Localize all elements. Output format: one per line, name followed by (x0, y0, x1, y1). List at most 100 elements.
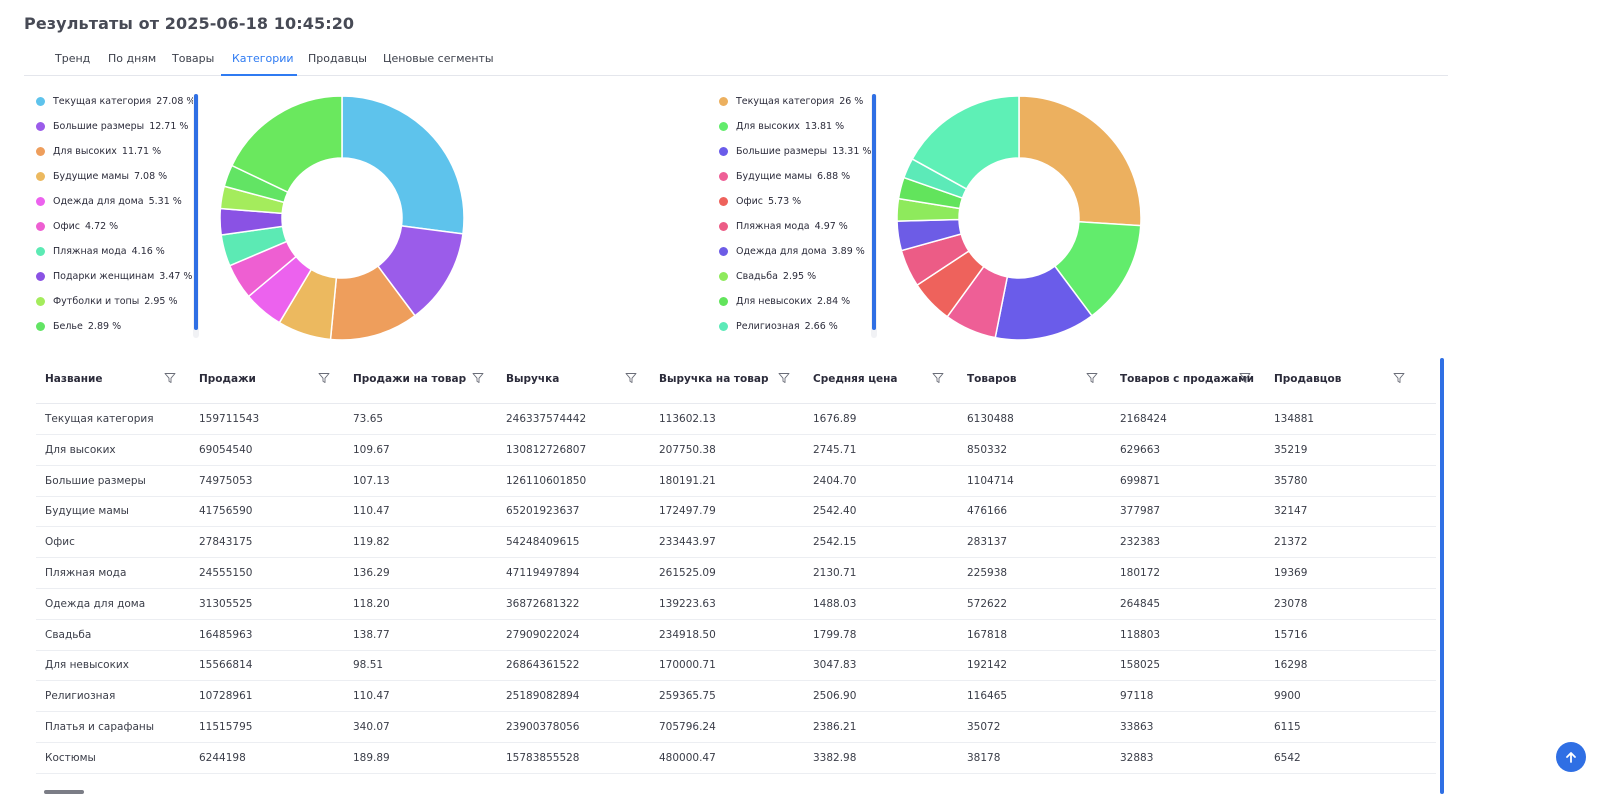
table-cell: 1488.03 (813, 597, 857, 610)
table-row[interactable]: Большие размеры 74975053 107.13 12611060185… (36, 466, 1436, 497)
legend-item[interactable]: Текущая категория 26 % (719, 94, 863, 108)
legend-scrollbar-thumb[interactable] (194, 94, 198, 330)
table-row[interactable]: Будущие мамы 41756590 110.47 65201923637 172… (36, 496, 1436, 528)
table-cell: 136.29 (353, 567, 390, 579)
chart-2-legend: Текущая категория 26 % Для высоких 13.81 % Б… (719, 94, 891, 334)
table-cell: 2506.90 (813, 690, 857, 703)
table-cell: 15716 (1274, 628, 1308, 641)
table-cell: Костюмы (45, 751, 96, 764)
filter-icon[interactable] (1393, 372, 1405, 384)
tab-bar: Тренд По дням Товары Категории Продавцы Ценов… (24, 48, 1448, 76)
table-cell: 69054540 (199, 443, 253, 456)
donut-slice[interactable] (1018, 95, 1142, 227)
categories-table: Название Продажи Продажи на товар Выручка Вы… (36, 360, 1436, 792)
legend-color-dot (719, 321, 728, 331)
legend-color-dot (36, 221, 45, 231)
column-header[interactable]: Продажи (199, 373, 256, 385)
legend-item[interactable]: Будущие мамы 6.88 % (719, 169, 850, 183)
tab-2[interactable]: По дням (108, 52, 157, 65)
table-row[interactable]: Текущая категория 159711543 73.65 246337574… (36, 404, 1436, 435)
filter-icon[interactable] (625, 372, 637, 384)
legend-item[interactable]: Пляжная мода 4.16 % (36, 244, 165, 258)
column-header[interactable]: Выручка (506, 373, 560, 385)
filter-icon[interactable] (1086, 372, 1098, 384)
table-row[interactable]: Костюмы 6244198 189.89 15783855528 480000.47… (36, 743, 1436, 774)
table-row[interactable]: Свадьба 16485963 138.77 27909022024 234918.5… (36, 620, 1436, 651)
table-vertical-scrollbar[interactable] (1440, 358, 1444, 794)
table-cell: 130812726807 (506, 443, 587, 456)
legend-item[interactable]: Большие размеры 13.31 % (719, 144, 871, 158)
legend-item[interactable]: Будущие мамы 7.08 % (36, 169, 167, 183)
legend-item[interactable]: Для невысоких 2.84 % (719, 294, 850, 308)
legend-item[interactable]: Для высоких 13.81 % (719, 119, 844, 133)
donut-slice[interactable] (230, 95, 343, 194)
table-row[interactable]: Одежда для дома 31305525 118.20 36872681322… (36, 589, 1436, 620)
column-header[interactable]: Название (45, 373, 103, 385)
table-row[interactable]: Для высоких 69054540 109.67 130812726807 207… (36, 435, 1436, 466)
table-cell: 6115 (1274, 721, 1301, 733)
table-cell: 232383 (1120, 536, 1161, 549)
legend-item[interactable]: Белье 2.89 % (36, 319, 121, 333)
table-row[interactable]: Пляжная мода 24555150 136.29 47119497894 261… (36, 558, 1436, 589)
filter-icon[interactable] (318, 372, 330, 384)
table-cell: 27909022024 (506, 628, 580, 641)
arrow-up-icon (1566, 752, 1576, 763)
chart-2-donut (896, 95, 1142, 341)
table-cell: 74975053 (199, 474, 253, 487)
legend-label: Одежда для дома (736, 245, 827, 257)
table-row[interactable]: Для невысоких 15566814 98.51 26864361522 170… (36, 650, 1436, 682)
tab-4[interactable]: Категории (232, 52, 294, 65)
legend-item[interactable]: Для высоких 11.71 % (36, 144, 161, 158)
table-cell: 36872681322 (506, 597, 580, 610)
filter-icon[interactable] (778, 372, 790, 384)
filter-icon[interactable] (164, 372, 176, 384)
table-cell: 118.20 (353, 597, 390, 610)
filter-icon[interactable] (1239, 372, 1251, 384)
column-header[interactable]: Продавцов (1274, 373, 1342, 385)
legend-item[interactable]: Одежда для дома 5.31 % (36, 194, 182, 208)
column-header[interactable]: Выручка на товар (659, 373, 769, 385)
legend-item[interactable]: Свадьба 2.95 % (719, 269, 816, 283)
legend-item[interactable]: Подарки женщинам 3.47 % (36, 269, 192, 283)
legend-item[interactable]: Текущая категория 27.08 % (36, 94, 195, 108)
legend-scrollbar-thumb[interactable] (872, 94, 876, 330)
legend-item[interactable]: Офис 5.73 % (719, 194, 801, 208)
table-cell: 2168424 (1120, 413, 1167, 425)
legend-item[interactable]: Офис 4.72 % (36, 219, 118, 233)
legend-item[interactable]: Большие размеры 12.71 % (36, 119, 188, 133)
table-cell: 572622 (967, 597, 1008, 610)
scroll-to-top-button[interactable] (1556, 742, 1586, 772)
legend-color-dot (719, 171, 728, 181)
column-header[interactable]: Товаров с продажами (1120, 373, 1255, 385)
tab-6[interactable]: Ценовые сегменты (383, 52, 494, 65)
table-cell: 25189082894 (506, 690, 580, 703)
table-row[interactable]: Религиозная 10728961 110.47 25189082894 2593… (36, 681, 1436, 713)
column-header[interactable]: Средняя цена (813, 373, 898, 385)
legend-item[interactable]: Одежда для дома 3.89 % (719, 244, 865, 258)
legend-item[interactable]: Футболки и топы 2.95 % (36, 294, 177, 308)
table-row[interactable]: Офис 27843175 119.82 54248409615 233443.97 25… (36, 527, 1436, 559)
table-cell: Офис (45, 536, 75, 549)
filter-icon[interactable] (472, 372, 484, 384)
legend-item[interactable]: Религиозная 2.66 % (719, 319, 838, 333)
column-header[interactable]: Товаров (967, 373, 1017, 385)
table-cell: 629663 (1120, 443, 1161, 456)
legend-scrollbar[interactable] (193, 94, 199, 338)
table-cell: 6130488 (967, 413, 1014, 425)
donut-slice[interactable] (911, 95, 1020, 190)
table-cell: 134881 (1274, 413, 1315, 425)
table-horizontal-scrollbar[interactable] (44, 790, 84, 794)
legend-value: 3.89 % (831, 245, 865, 257)
legend-value: 4.16 % (131, 245, 165, 257)
table-cell: 283137 (967, 536, 1008, 549)
legend-item[interactable]: Пляжная мода 4.97 % (719, 219, 848, 233)
legend-value: 27.08 % (156, 95, 196, 107)
legend-scrollbar[interactable] (871, 94, 877, 338)
tab-5[interactable]: Продавцы (308, 52, 367, 65)
table-row[interactable]: Платья и сарафаны 11515795 340.07 239003780… (36, 712, 1436, 743)
donut-slice[interactable] (341, 95, 465, 235)
filter-icon[interactable] (932, 372, 944, 384)
tab-1[interactable]: Тренд (55, 52, 91, 65)
tab-3[interactable]: Товары (172, 52, 215, 65)
column-header[interactable]: Продажи на товар (353, 373, 467, 385)
